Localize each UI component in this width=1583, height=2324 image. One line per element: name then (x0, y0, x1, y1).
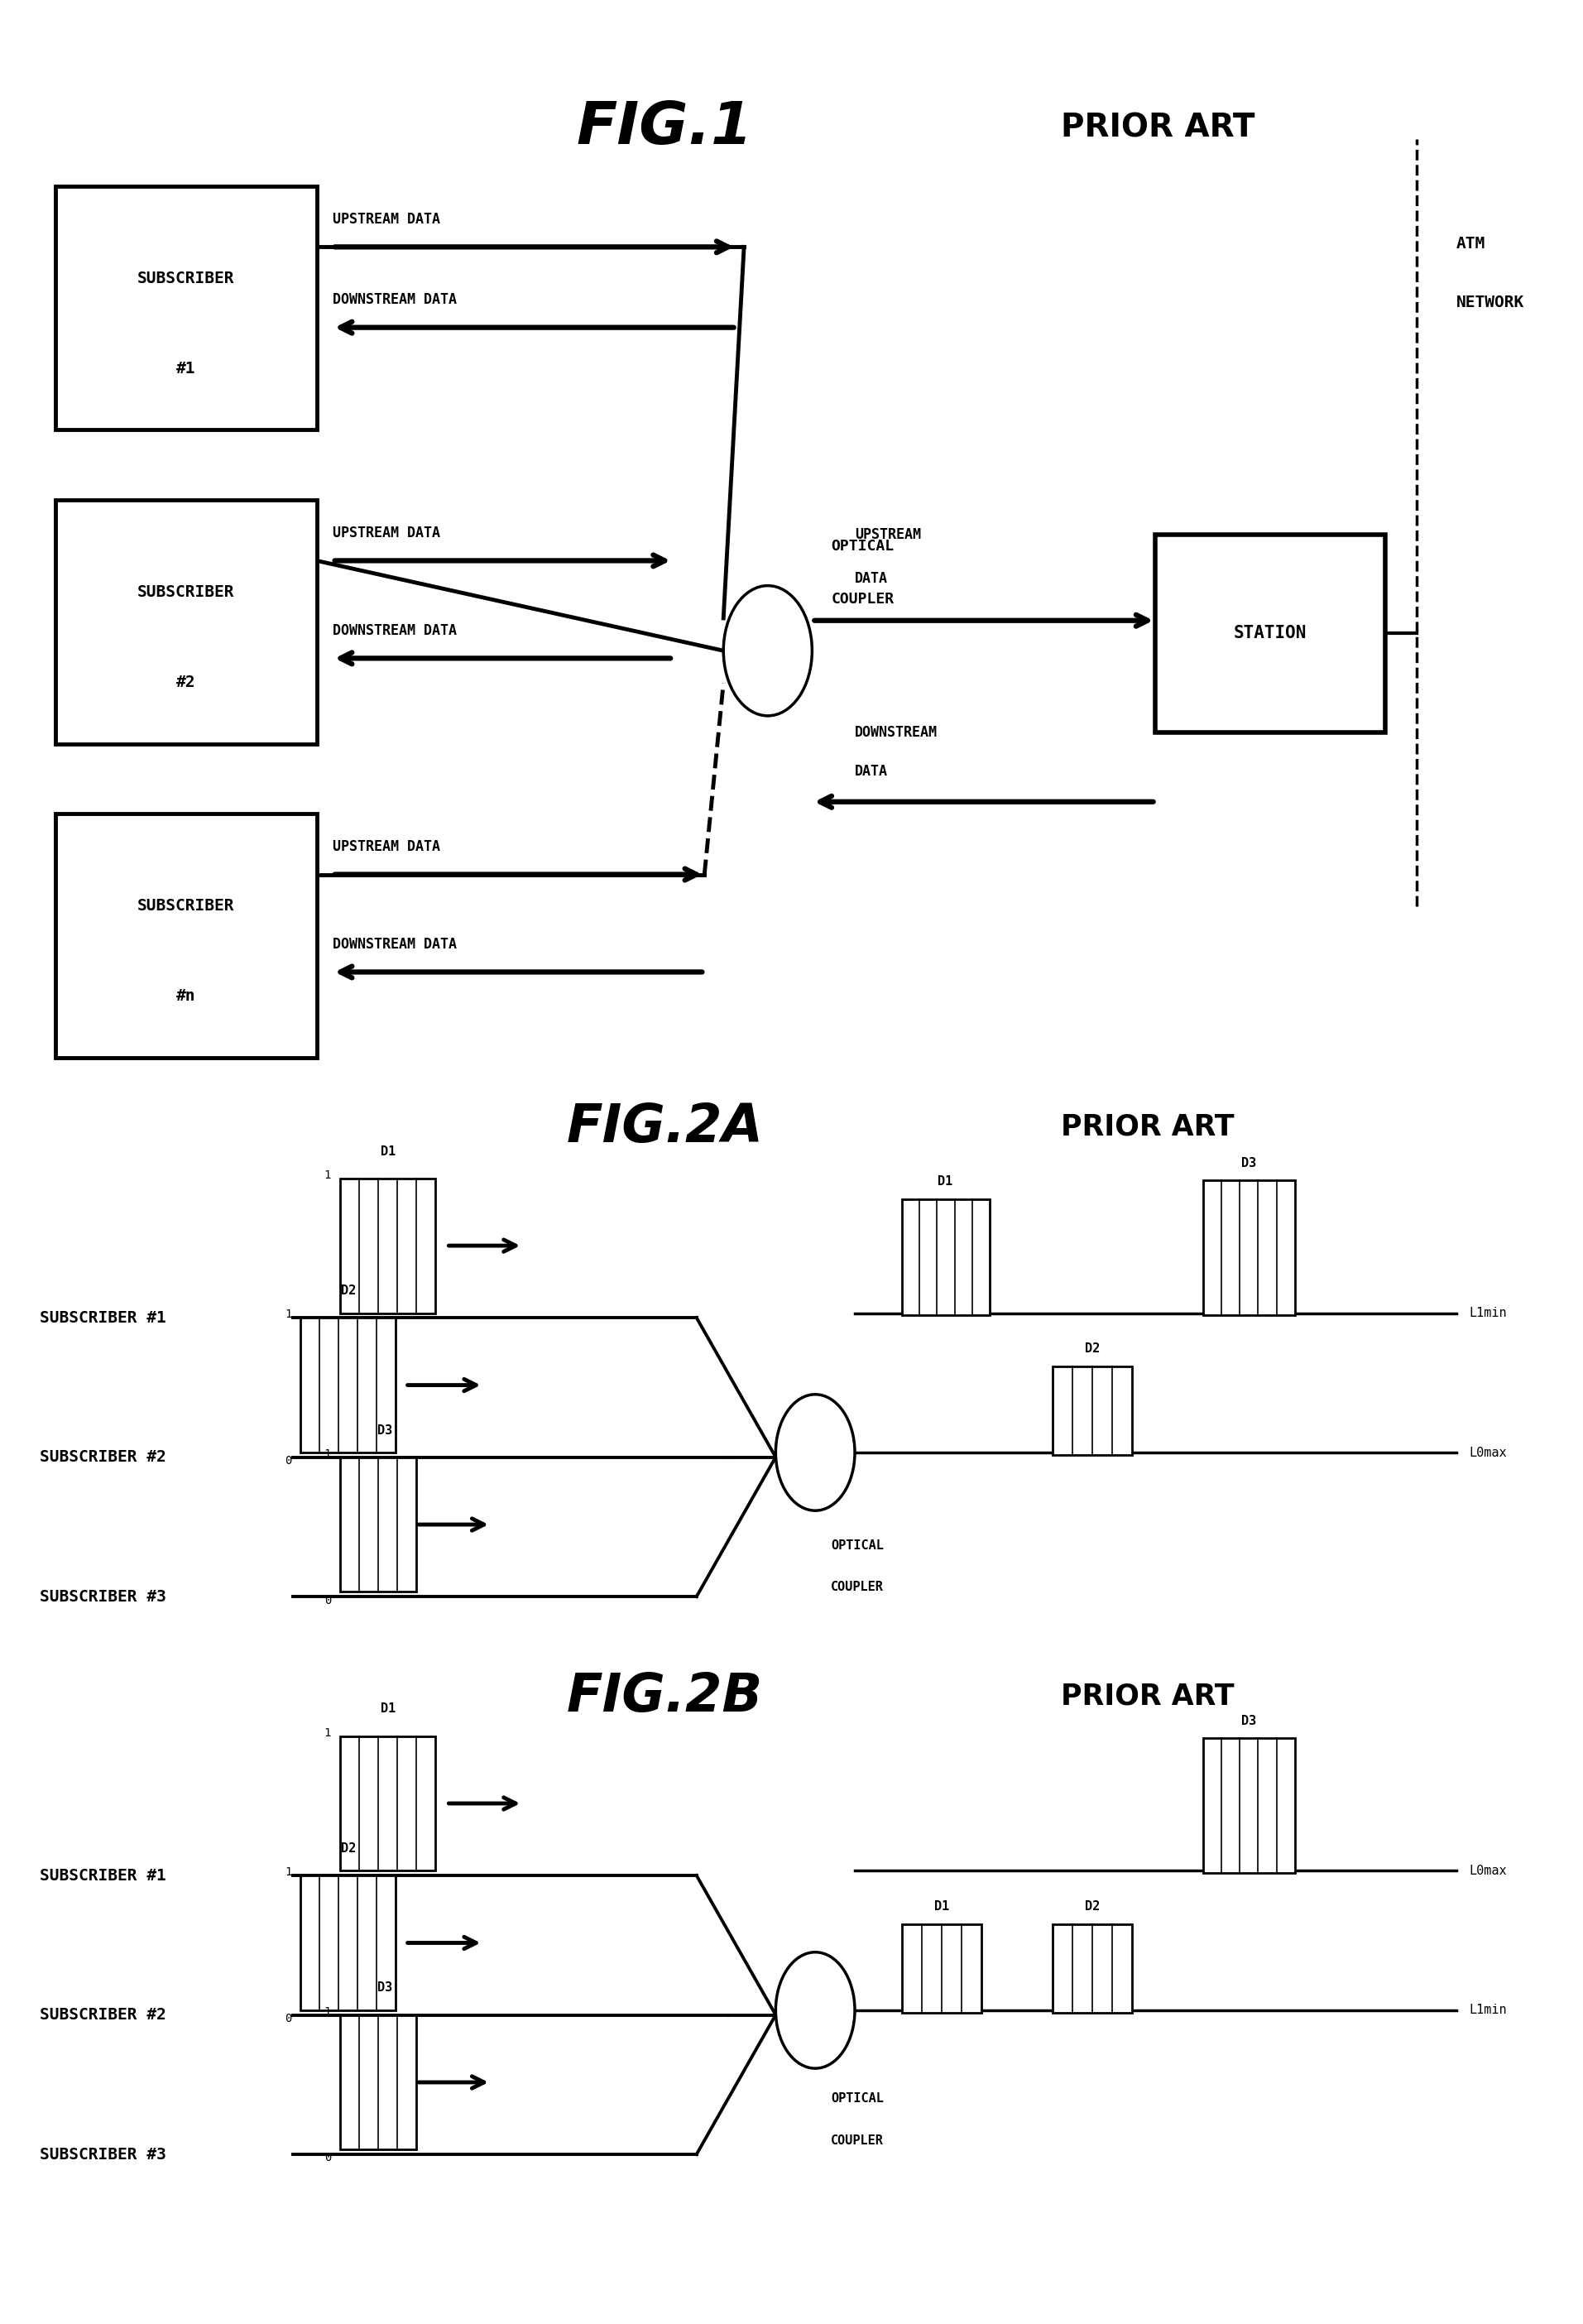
Text: UPSTREAM DATA: UPSTREAM DATA (332, 839, 440, 853)
Bar (340, 1736, 435, 1871)
Text: COUPLER: COUPLER (831, 593, 894, 607)
Text: D1: D1 (937, 1176, 953, 1188)
Bar (55, 813, 317, 1057)
Text: ·: · (152, 890, 165, 918)
Text: #n: #n (176, 988, 196, 1004)
Text: FIG.2A: FIG.2A (567, 1102, 763, 1153)
Text: DOWNSTREAM: DOWNSTREAM (855, 725, 937, 739)
Bar (902, 1199, 989, 1315)
Text: L1min: L1min (1469, 1306, 1507, 1320)
Bar (1053, 1367, 1132, 1455)
Text: UPSTREAM DATA: UPSTREAM DATA (332, 211, 440, 225)
Text: OPTICAL: OPTICAL (831, 1538, 883, 1552)
Text: DATA: DATA (855, 765, 888, 779)
Text: D2: D2 (340, 1843, 356, 1855)
Text: UPSTREAM: UPSTREAM (855, 528, 921, 541)
Bar (301, 1318, 396, 1452)
Text: #1: #1 (176, 360, 196, 376)
Text: SUBSCRIBER #1: SUBSCRIBER #1 (40, 1868, 166, 1882)
Text: COUPLER: COUPLER (831, 1580, 883, 1594)
Text: 0: 0 (325, 1873, 331, 1885)
Text: D3: D3 (377, 1425, 393, 1436)
Bar (55, 500, 317, 744)
Bar (301, 1875, 396, 2010)
Text: PRIOR ART: PRIOR ART (1061, 1683, 1235, 1710)
Text: NETWORK: NETWORK (1456, 295, 1524, 309)
Text: COUPLER: COUPLER (831, 2133, 883, 2147)
Text: DOWNSTREAM DATA: DOWNSTREAM DATA (332, 623, 456, 637)
Bar (55, 186, 317, 430)
Text: SUBSCRIBER #1: SUBSCRIBER #1 (40, 1311, 166, 1325)
Text: L0max: L0max (1469, 1864, 1507, 1878)
Text: SUBSCRIBER #2: SUBSCRIBER #2 (40, 1450, 166, 1464)
Text: DATA: DATA (855, 572, 888, 586)
Text: D3: D3 (1241, 1715, 1257, 1727)
Text: 0: 0 (285, 1455, 291, 1466)
Text: DOWNSTREAM DATA: DOWNSTREAM DATA (332, 937, 456, 951)
Text: SUBSCRIBER #3: SUBSCRIBER #3 (40, 1590, 166, 1604)
Text: ATM: ATM (1456, 237, 1485, 251)
Text: D2: D2 (1084, 1343, 1100, 1355)
Text: 1: 1 (325, 1448, 331, 1459)
Bar (1203, 1738, 1295, 1873)
Text: ·: · (152, 811, 165, 839)
Text: D2: D2 (340, 1285, 356, 1297)
Text: PRIOR ART: PRIOR ART (1061, 1113, 1235, 1141)
Circle shape (776, 1952, 855, 2068)
Text: 1: 1 (285, 1308, 291, 1320)
Bar (902, 1924, 981, 2013)
Text: 0: 0 (325, 2152, 331, 2164)
Text: D1: D1 (380, 1703, 396, 1715)
Text: 1: 1 (325, 1169, 331, 1181)
Text: PRIOR ART: PRIOR ART (1061, 112, 1255, 144)
Text: SUBSCRIBER #3: SUBSCRIBER #3 (40, 2147, 166, 2161)
Text: D1: D1 (380, 1146, 396, 1157)
Text: UPSTREAM DATA: UPSTREAM DATA (332, 525, 440, 539)
Text: SUBSCRIBER: SUBSCRIBER (138, 586, 234, 600)
Circle shape (723, 586, 812, 716)
Text: ·: · (152, 851, 165, 878)
Bar (340, 1457, 416, 1592)
Text: 1: 1 (285, 1866, 291, 1878)
Text: L0max: L0max (1469, 1446, 1507, 1459)
Text: SUBSCRIBER: SUBSCRIBER (138, 272, 234, 286)
Text: 1: 1 (325, 1727, 331, 1738)
Text: SUBSCRIBER #2: SUBSCRIBER #2 (40, 2008, 166, 2022)
Text: STATION: STATION (1233, 625, 1308, 641)
Text: 0: 0 (285, 2013, 291, 2024)
Text: D2: D2 (1084, 1901, 1100, 1913)
Circle shape (776, 1394, 855, 1511)
Text: SUBSCRIBER: SUBSCRIBER (138, 899, 234, 913)
Bar (1156, 535, 1385, 732)
Text: FIG.2B: FIG.2B (567, 1671, 763, 1722)
Bar (1203, 1181, 1295, 1315)
Text: L1min: L1min (1469, 2003, 1507, 2017)
Text: FIG.1: FIG.1 (576, 100, 754, 156)
Text: 0: 0 (325, 1594, 331, 1606)
Text: #2: #2 (176, 674, 196, 690)
Bar (1053, 1924, 1132, 2013)
Text: D1: D1 (934, 1901, 950, 1913)
Text: D3: D3 (377, 1982, 393, 1994)
Text: D3: D3 (1241, 1157, 1257, 1169)
Text: 0: 0 (325, 1315, 331, 1327)
Text: 1: 1 (325, 2006, 331, 2017)
Text: OPTICAL: OPTICAL (831, 539, 894, 553)
Text: OPTICAL: OPTICAL (831, 2092, 883, 2106)
Bar (340, 1178, 435, 1313)
Bar (340, 2015, 416, 2150)
Text: DOWNSTREAM DATA: DOWNSTREAM DATA (332, 293, 456, 307)
